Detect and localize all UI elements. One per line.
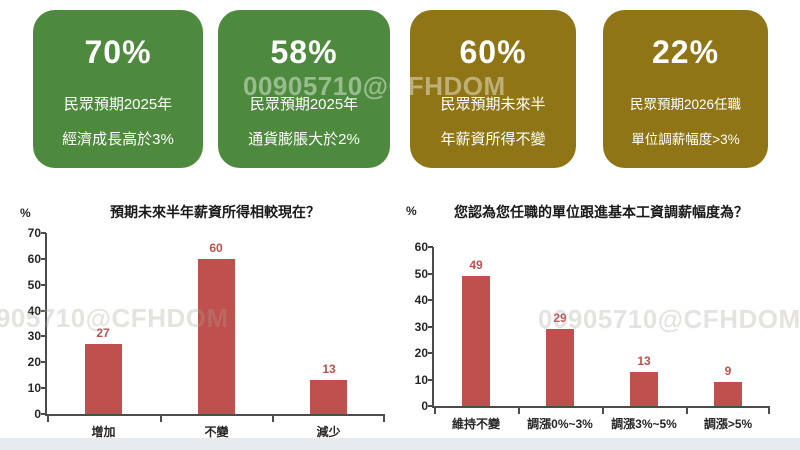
chart-bar [630, 372, 658, 406]
y-axis-tick-mark [41, 387, 46, 390]
chart-bar [714, 382, 742, 406]
x-axis-tick-mark [272, 416, 275, 422]
bar-chart-wage-adjustment: % 您認為您任職的單位跟進基本工資調薪幅度為？ 0 10 20 30 40 50 60 49 維… [400, 196, 796, 442]
y-axis-tick-label: 10 [414, 372, 428, 387]
stat-value: 58% [270, 34, 338, 70]
y-axis-tick-mark [428, 405, 433, 407]
bar-value-label: 27 [96, 326, 110, 340]
stat-card-economic-growth: 70% 民眾預期2025年 經濟成長高於3% [33, 10, 203, 168]
y-axis-tick-label: 50 [27, 277, 41, 292]
stat-value: 70% [84, 34, 152, 70]
stat-caption-line: 通貨膨脹大於2% [248, 131, 360, 148]
y-axis-tick-label: 30 [27, 329, 41, 344]
stat-value: 22% [651, 34, 720, 70]
x-axis-tick-mark [602, 408, 604, 414]
y-axis-tick-mark [41, 335, 46, 338]
y-axis-tick-label: 40 [27, 303, 41, 318]
y-axis-tick-mark [428, 378, 433, 381]
stat-caption-line: 民眾預期2026任職 [629, 97, 742, 112]
x-axis-category-label: 不變 [204, 425, 229, 439]
stat-caption-line: 年薪資所得不變 [440, 131, 546, 148]
y-axis-unit-label: % [20, 206, 31, 220]
stat-card-inflation: 58% 民眾預期2025年 通貨膨脹大於2% [218, 10, 390, 168]
y-axis-tick-label: 50 [414, 266, 428, 281]
bar-value-label: 29 [553, 311, 567, 325]
y-axis-tick-label: 40 [414, 293, 428, 307]
stat-caption-line: 民眾預期未來半 [440, 96, 546, 113]
bottom-strip [0, 438, 800, 450]
chart-bar [546, 329, 574, 406]
y-axis-tick-mark [41, 309, 46, 312]
stat-caption-line: 經濟成長高於3% [62, 131, 174, 148]
x-axis-tick-mark [768, 408, 770, 414]
stat-caption-line: 單位調薪幅度>3% [631, 132, 740, 147]
y-axis-tick-mark [428, 246, 433, 248]
bar-value-label: 13 [322, 362, 336, 376]
y-axis-tick-label: 60 [27, 251, 41, 266]
chart-title: 您認為您任職的單位跟進基本工資調薪幅度為？ [454, 204, 748, 220]
x-axis-tick-mark [383, 416, 385, 422]
y-axis-tick-mark [428, 325, 433, 328]
bar-value-label: 49 [469, 258, 483, 272]
stat-caption-line: 民眾預期2025年 [63, 96, 173, 113]
y-axis-tick-mark [428, 299, 433, 301]
x-axis-category-label: 調漲>5% [703, 417, 753, 431]
plot-area: 0 10 20 30 40 50 60 70 27 增加 60 不變 13 減少 [28, 226, 385, 439]
chart-bar [85, 344, 122, 414]
bar-chart-salary-expectation: % 預期未來半年薪資所得相較現在？ 0 10 20 30 40 50 60 70 27 增加 60 不… [8, 196, 400, 442]
y-axis-tick-mark [428, 352, 433, 354]
y-axis-tick-mark [41, 413, 46, 415]
y-axis-tick-label: 60 [414, 240, 428, 254]
chart-bar [462, 276, 490, 406]
y-axis-tick-label: 10 [27, 381, 41, 396]
stat-card-salary-unchanged: 60% 民眾預期未來半 年薪資所得不變 [410, 10, 576, 168]
x-axis-tick-mark [434, 408, 436, 414]
y-axis-tick-label: 20 [414, 346, 428, 360]
y-axis-tick-label: 20 [27, 355, 41, 370]
y-axis-tick-label: 30 [414, 319, 428, 334]
stat-value: 60% [459, 34, 527, 70]
y-axis-tick-mark [428, 272, 433, 275]
x-axis-category-label: 調漲0%~3% [527, 417, 593, 431]
x-axis-category-label: 減少 [316, 425, 341, 439]
x-axis-tick-mark [47, 416, 49, 422]
x-axis-category-label: 調漲3%~5% [611, 417, 677, 431]
x-axis-category-label: 維持不變 [451, 417, 500, 431]
y-axis-tick-mark [41, 361, 46, 364]
bar-value-label: 60 [209, 241, 223, 255]
stat-caption-line: 民眾預期2025年 [249, 96, 359, 113]
x-axis-tick-mark [686, 408, 688, 414]
bar-value-label: 9 [724, 364, 732, 378]
x-axis-tick-mark [159, 416, 162, 422]
y-axis-tick-label: 0 [34, 407, 41, 421]
stat-card-raise-expectation: 22% 民眾預期2026任職 單位調薪幅度>3% [603, 10, 768, 168]
x-axis-category-label: 增加 [91, 425, 116, 439]
bar-value-label: 13 [637, 354, 651, 368]
y-axis-tick-mark [41, 232, 46, 234]
chart-title: 預期未來半年薪資所得相較現在？ [110, 204, 320, 220]
y-axis-tick-mark [41, 257, 46, 260]
chart-bar [310, 380, 347, 414]
y-axis-unit-label: % [406, 204, 417, 218]
y-axis-tick-label: 0 [421, 399, 428, 413]
y-axis-tick-mark [41, 283, 46, 286]
plot-area: 0 10 20 30 40 50 60 49 維持不變 29 調漲0%~3% 13 調漲3%~5% 9 調漲… [415, 240, 770, 431]
x-axis-tick-mark [518, 408, 520, 414]
chart-bar [198, 259, 235, 414]
y-axis-tick-label: 70 [27, 226, 41, 240]
